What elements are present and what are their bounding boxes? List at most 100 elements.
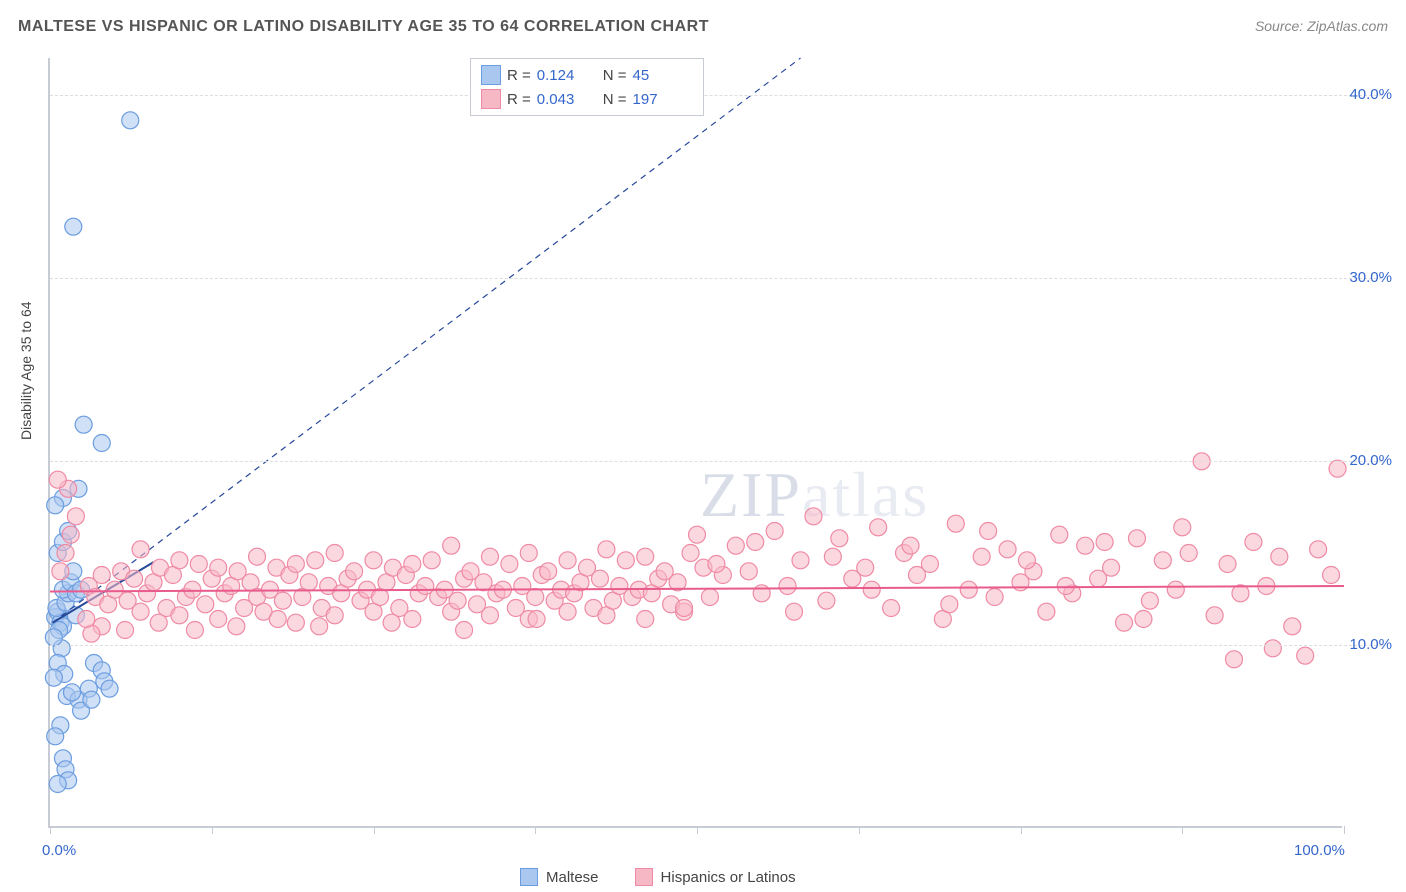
data-point (831, 530, 848, 547)
data-point (805, 508, 822, 525)
data-point (870, 519, 887, 536)
data-point (171, 607, 188, 624)
data-point (973, 548, 990, 565)
legend-item-hispanic: Hispanics or Latinos (635, 868, 796, 886)
x-tick (212, 826, 213, 834)
data-point (93, 435, 110, 452)
data-point (184, 581, 201, 598)
data-point (1141, 592, 1158, 609)
legend-swatch-maltese (481, 65, 501, 85)
plot-svg (50, 58, 1342, 826)
data-point (326, 545, 343, 562)
data-point (122, 112, 139, 129)
gridline (50, 645, 1382, 646)
data-point (65, 218, 82, 235)
data-point (47, 728, 64, 745)
data-point (1310, 541, 1327, 558)
x-tick (1021, 826, 1022, 834)
data-point (210, 559, 227, 576)
data-point (1096, 534, 1113, 551)
y-tick-label: 30.0% (1349, 269, 1392, 286)
data-point (676, 600, 693, 617)
data-point (824, 548, 841, 565)
data-point (249, 548, 266, 565)
legend-stats: R = 0.124 N = 45 R = 0.043 N = 197 (470, 58, 704, 116)
data-point (1167, 581, 1184, 598)
legend-stats-row: R = 0.043 N = 197 (481, 87, 693, 111)
data-point (75, 416, 92, 433)
data-point (999, 541, 1016, 558)
data-point (449, 592, 466, 609)
data-point (1174, 519, 1191, 536)
data-point (481, 548, 498, 565)
data-point (101, 680, 118, 697)
data-point (1226, 651, 1243, 668)
data-point (1219, 556, 1236, 573)
data-point (591, 570, 608, 587)
data-point (78, 611, 95, 628)
legend-R-label: R = (507, 67, 531, 84)
data-point (1038, 603, 1055, 620)
legend-N-label: N = (603, 91, 627, 108)
data-point (708, 556, 725, 573)
x-tick-label: 0.0% (42, 842, 76, 859)
plot-area: ZIPatlas (48, 58, 1342, 828)
gridline (50, 278, 1382, 279)
data-point (365, 552, 382, 569)
x-tick (1182, 826, 1183, 834)
legend-swatch-hispanic (481, 89, 501, 109)
data-point (52, 563, 69, 580)
data-point (637, 548, 654, 565)
data-point (404, 611, 421, 628)
data-point (1323, 567, 1340, 584)
data-point (540, 563, 557, 580)
data-point (986, 589, 1003, 606)
y-tick-label: 10.0% (1349, 636, 1392, 653)
data-point (287, 614, 304, 631)
data-point (1271, 548, 1288, 565)
data-point (197, 596, 214, 613)
data-point (1154, 552, 1171, 569)
data-point (63, 684, 80, 701)
data-point (57, 545, 74, 562)
data-point (1284, 618, 1301, 635)
x-tick (697, 826, 698, 834)
legend-swatch-icon (635, 868, 653, 886)
data-point (883, 600, 900, 617)
data-point (637, 611, 654, 628)
chart-title: MALTESE VS HISPANIC OR LATINO DISABILITY… (18, 18, 709, 36)
data-point (980, 523, 997, 540)
legend-swatch-icon (520, 868, 538, 886)
data-point (456, 622, 473, 639)
data-point (287, 556, 304, 573)
legend-N-val-0: 45 (633, 67, 693, 84)
data-point (766, 523, 783, 540)
data-point (228, 618, 245, 635)
data-point (1264, 640, 1281, 657)
data-point (1206, 607, 1223, 624)
chart-container: MALTESE VS HISPANIC OR LATINO DISABILITY… (0, 0, 1406, 892)
legend-R-val-0: 0.124 (537, 67, 597, 84)
data-point (326, 607, 343, 624)
data-point (520, 545, 537, 562)
data-point (132, 541, 149, 558)
data-point (947, 515, 964, 532)
x-tick (859, 826, 860, 834)
legend-R-val-1: 0.043 (537, 91, 597, 108)
data-point (598, 541, 615, 558)
data-point (689, 526, 706, 543)
data-point (559, 552, 576, 569)
data-point (786, 603, 803, 620)
data-point (346, 563, 363, 580)
data-point (921, 556, 938, 573)
data-point (941, 596, 958, 613)
data-point (423, 552, 440, 569)
data-point (45, 669, 62, 686)
legend-series: Maltese Hispanics or Latinos (520, 868, 796, 886)
x-tick (535, 826, 536, 834)
data-point (617, 552, 634, 569)
data-point (727, 537, 744, 554)
data-point (307, 552, 324, 569)
data-point (740, 563, 757, 580)
data-point (960, 581, 977, 598)
